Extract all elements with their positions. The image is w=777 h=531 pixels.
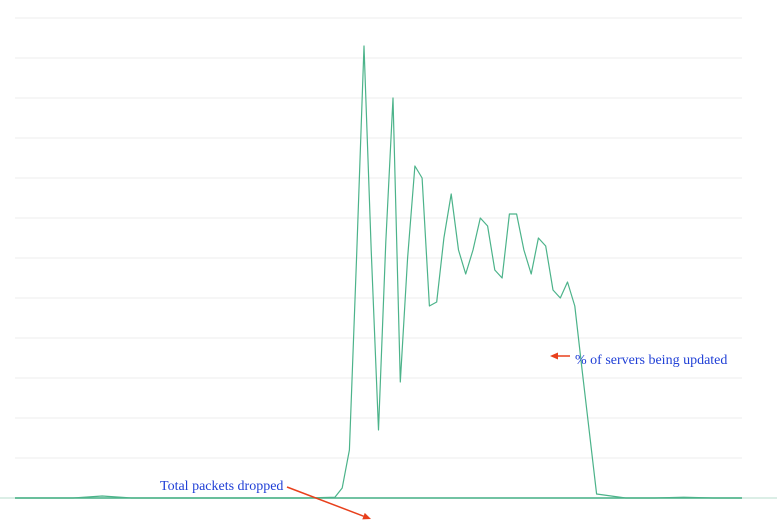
annotation-packets-dropped: Total packets dropped [160, 479, 371, 520]
annotation-packets-dropped-arrow [286, 486, 364, 517]
annotation-servers-updated-label: % of servers being updated [575, 353, 727, 368]
annotation-packets-dropped-label: Total packets dropped [160, 479, 283, 494]
annotation-servers-updated: % of servers being updated [550, 352, 727, 368]
series-line-0 [15, 45, 742, 499]
series-layer [15, 45, 742, 499]
annotation-packets-dropped-arrowhead [362, 512, 371, 520]
annotation-servers-updated-arrowhead [550, 352, 558, 360]
gridlines [15, 17, 742, 459]
